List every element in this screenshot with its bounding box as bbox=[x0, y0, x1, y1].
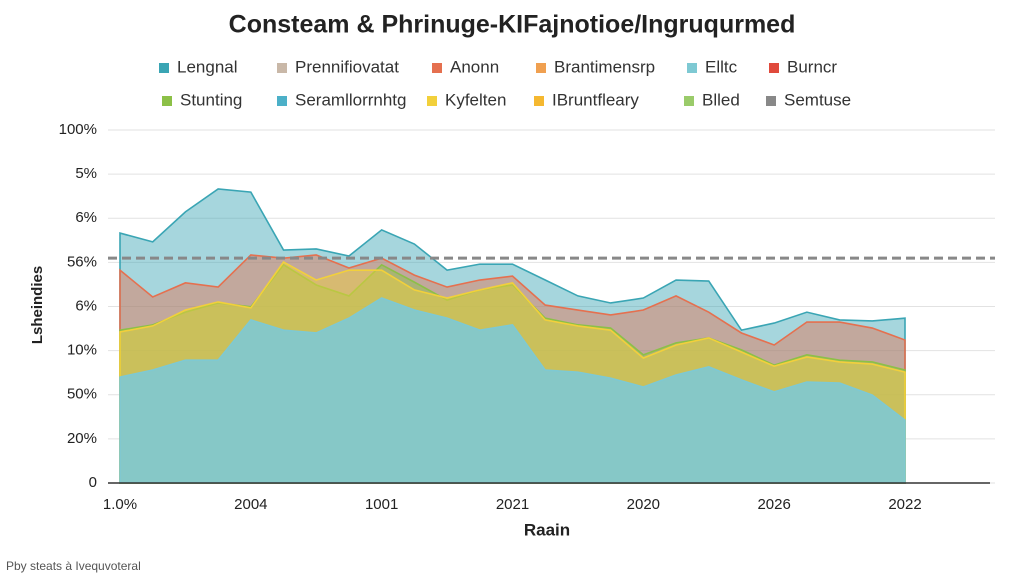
y-tick-label: 56% bbox=[67, 253, 97, 270]
legend-label: Blled bbox=[702, 90, 740, 109]
y-tick-label: 50% bbox=[67, 386, 97, 403]
legend-swatch bbox=[427, 96, 437, 106]
x-tick-label: 2026 bbox=[757, 496, 790, 513]
legend-label: Stunting bbox=[180, 90, 242, 109]
chart-title: Consteam & Phrinuge-KIFajnotioe/Ingruqur… bbox=[229, 11, 796, 39]
legend-swatch bbox=[536, 63, 546, 73]
legend-swatch bbox=[159, 63, 169, 73]
x-tick-label: 2020 bbox=[627, 496, 660, 513]
legend-label: Brantimensrp bbox=[554, 57, 655, 76]
y-axis-label: Lsheindies bbox=[29, 266, 46, 344]
legend-label: Semtuse bbox=[784, 90, 851, 109]
legend-swatch bbox=[162, 96, 172, 106]
x-tick-label: 1.0% bbox=[103, 496, 137, 513]
y-tick-label: 6% bbox=[75, 209, 97, 226]
x-axis-label: Raain bbox=[524, 520, 570, 539]
footer: Pby steats à Ivequvoteral bbox=[6, 559, 141, 573]
legend-label: Burncr bbox=[787, 57, 837, 76]
y-tick-label: 0 bbox=[89, 474, 97, 491]
legend-label: Seramllorrnhtg bbox=[295, 90, 407, 109]
y-tick-label: 10% bbox=[67, 342, 97, 359]
y-tick-label: 20% bbox=[67, 430, 97, 447]
legend-swatch bbox=[769, 63, 779, 73]
area bbox=[119, 297, 906, 484]
legend-swatch bbox=[277, 96, 287, 106]
y-tick-label: 100% bbox=[59, 121, 97, 138]
legend-label: IBruntfleary bbox=[552, 90, 639, 109]
legend-swatch bbox=[766, 96, 776, 106]
x-tick-label: 2004 bbox=[234, 496, 267, 513]
x-tick-label: 2022 bbox=[888, 496, 921, 513]
legend-swatch bbox=[684, 96, 694, 106]
legend-swatch bbox=[534, 96, 544, 106]
legend-label: Elltc bbox=[705, 57, 738, 76]
y-tick-label: 5% bbox=[75, 165, 97, 182]
legend-label: Prennifiovatat bbox=[295, 57, 399, 76]
legend-swatch bbox=[687, 63, 697, 73]
legend-label: Lengnal bbox=[177, 57, 238, 76]
legend-swatch bbox=[432, 63, 442, 73]
x-tick-label: 1001 bbox=[365, 496, 398, 513]
y-tick-label: 6% bbox=[75, 297, 97, 314]
legend-label: Kyfelten bbox=[445, 90, 506, 109]
legend-label: Anonn bbox=[450, 57, 499, 76]
x-tick-label: 2021 bbox=[496, 496, 529, 513]
legend-swatch bbox=[277, 63, 287, 73]
